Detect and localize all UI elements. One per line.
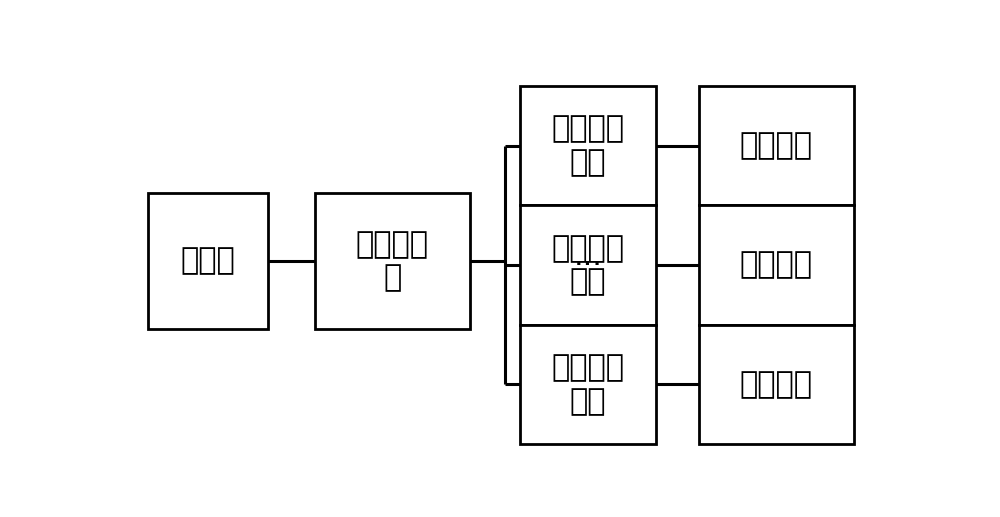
Text: 射频电极
电路: 射频电极 电路 xyxy=(552,353,625,416)
Text: 射频电极: 射频电极 xyxy=(740,131,812,160)
Text: 射频电极: 射频电极 xyxy=(740,370,812,399)
Bar xyxy=(520,86,656,205)
Bar xyxy=(148,193,268,329)
Bar xyxy=(698,86,854,205)
Text: 射频电极: 射频电极 xyxy=(740,251,812,280)
Text: 信号处理
器: 信号处理 器 xyxy=(356,230,429,293)
Text: 射频电极
电路: 射频电极 电路 xyxy=(552,114,625,177)
Bar xyxy=(520,205,656,325)
Bar xyxy=(315,193,470,329)
Bar xyxy=(520,325,656,444)
Text: 射频电极
电路: 射频电极 电路 xyxy=(552,234,625,296)
Bar xyxy=(698,325,854,444)
Text: ···: ··· xyxy=(574,251,602,280)
Bar xyxy=(698,205,854,325)
Text: 控制器: 控制器 xyxy=(181,247,236,276)
